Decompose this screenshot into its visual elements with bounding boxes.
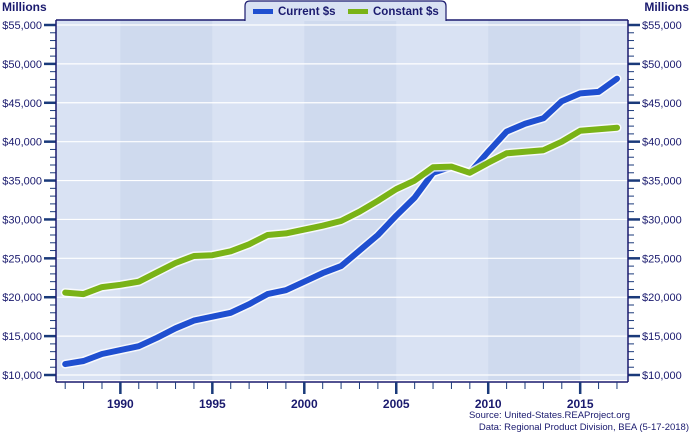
x-tick-label: 1995 bbox=[199, 397, 226, 411]
x-tick-label: 2005 bbox=[383, 397, 410, 411]
legend-label-constant: Constant $s bbox=[373, 6, 439, 18]
y-tick-label-right: $40,000 bbox=[642, 137, 682, 149]
y-tick-label-right: $55,000 bbox=[642, 20, 682, 32]
legend-label-current: Current $s bbox=[278, 6, 336, 18]
y-tick-label-right: $10,000 bbox=[642, 370, 682, 382]
y-tick-label: $30,000 bbox=[2, 214, 42, 226]
x-tick-label: 2010 bbox=[475, 397, 502, 411]
y-tick-label: $15,000 bbox=[2, 331, 42, 343]
y-tick-label-right: $45,000 bbox=[642, 98, 682, 110]
legend-swatch-constant bbox=[348, 9, 368, 14]
series-line-constant bbox=[62, 124, 620, 298]
y-tick-label: $50,000 bbox=[2, 59, 42, 71]
y-tick-label: $40,000 bbox=[2, 137, 42, 149]
series-line-current bbox=[62, 75, 620, 368]
legend-box bbox=[244, 0, 447, 21]
y-tick-label-right: $30,000 bbox=[642, 214, 682, 226]
y-tick-label-right: $20,000 bbox=[642, 292, 682, 304]
y-tick-label-right: $50,000 bbox=[642, 59, 682, 71]
data-note: Data: Regional Product Division, BEA (5-… bbox=[479, 422, 689, 433]
legend-swatch-current bbox=[253, 9, 273, 14]
y-tick-label: $35,000 bbox=[2, 176, 42, 188]
y-tick-label: $20,000 bbox=[2, 292, 42, 304]
left-axis-unit: Millions bbox=[2, 0, 47, 14]
source-note: Source: United-States.REAProject.org bbox=[469, 410, 630, 421]
x-tick-label: 2015 bbox=[567, 397, 594, 411]
y-tick-label: $10,000 bbox=[2, 370, 42, 382]
x-tick-label: 1990 bbox=[107, 397, 134, 411]
y-tick-label: $45,000 bbox=[2, 98, 42, 110]
plot-band bbox=[120, 20, 213, 380]
y-tick-label-right: $25,000 bbox=[642, 253, 682, 265]
y-tick-label-right: $35,000 bbox=[642, 176, 682, 188]
y-tick-label: $25,000 bbox=[2, 253, 42, 265]
y-tick-label: $55,000 bbox=[2, 20, 42, 32]
y-tick-label-right: $15,000 bbox=[642, 331, 682, 343]
x-tick-label: 2000 bbox=[291, 397, 318, 411]
plot-band bbox=[488, 20, 581, 380]
right-axis-unit: Millions bbox=[644, 0, 689, 14]
